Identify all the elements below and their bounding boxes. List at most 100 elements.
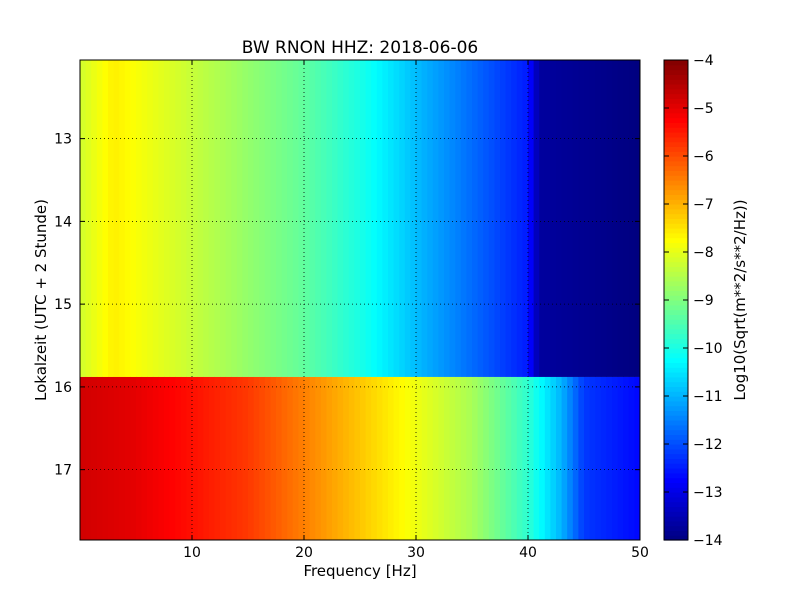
colorbar-segment	[664, 175, 688, 181]
heatmap-cell	[578, 60, 585, 377]
colorbar-segment	[664, 458, 688, 464]
colorbar-segment	[664, 453, 688, 459]
colorbar-segment	[664, 463, 688, 469]
heatmap-cell	[281, 376, 288, 540]
heatmap-cell	[208, 60, 215, 377]
heatmap-cell	[203, 376, 210, 540]
heatmap-cell	[600, 376, 607, 540]
heatmap-cell	[304, 60, 311, 377]
heatmap-cell	[449, 60, 456, 377]
heatmap-cell	[248, 60, 255, 377]
y-tick-label: 15	[54, 297, 72, 313]
heatmap-cell	[304, 376, 311, 540]
colorbar-tick-label: −14	[693, 533, 723, 549]
colorbar-segment	[664, 535, 688, 541]
colorbar-segment	[664, 132, 688, 138]
heatmap-cell	[477, 376, 484, 540]
heatmap-cell	[438, 60, 445, 377]
colorbar-segment	[664, 141, 688, 147]
heatmap-cell	[164, 376, 171, 540]
colorbar-segment	[664, 352, 688, 359]
heatmap-cell	[488, 376, 495, 540]
colorbar-tick-label: −5	[693, 101, 714, 117]
heatmap-cell	[427, 376, 434, 540]
heatmap-cell	[371, 60, 378, 377]
heatmap-cell	[102, 376, 109, 540]
heatmap-cell	[511, 60, 518, 377]
colorbar-segment	[664, 324, 688, 330]
heatmap-cell	[85, 376, 92, 540]
colorbar-segment	[664, 261, 688, 267]
heatmap-cell	[365, 60, 372, 377]
heatmap-cell	[225, 376, 232, 540]
heatmap-cell	[528, 376, 535, 540]
heatmap-cell	[320, 60, 327, 377]
heatmap-cell	[360, 60, 367, 377]
heatmap-cell	[511, 376, 518, 540]
colorbar-segment	[664, 160, 688, 167]
colorbar-segment	[664, 348, 688, 354]
colorbar-segment	[664, 276, 688, 282]
colorbar-segment	[664, 189, 688, 195]
colorbar-gradient	[664, 60, 688, 541]
colorbar-tick-label: −7	[693, 197, 714, 213]
colorbar-segment	[664, 391, 688, 397]
colorbar-segment	[664, 434, 688, 440]
heatmap-cell	[169, 60, 176, 377]
heatmap-cell	[220, 60, 227, 377]
heatmap-cell	[567, 376, 574, 540]
colorbar-segment	[664, 338, 688, 344]
heatmap-cell	[130, 376, 137, 540]
heatmap-cell	[152, 60, 159, 377]
heatmap-cell	[343, 60, 350, 377]
heatmap-cell	[124, 376, 131, 540]
heatmap-cell	[80, 376, 87, 540]
heatmap-cell	[494, 376, 501, 540]
heatmap-cell	[404, 376, 411, 540]
heatmap-cell	[180, 60, 187, 377]
colorbar-tick-label: −10	[693, 341, 723, 357]
heatmap-cell	[96, 376, 103, 540]
colorbar-segment	[664, 295, 688, 301]
x-tick-label: 50	[631, 545, 649, 561]
heatmap-cell	[533, 60, 540, 377]
heatmap-cell	[460, 60, 467, 377]
colorbar-segment	[664, 93, 688, 99]
colorbar-segment	[664, 314, 688, 320]
colorbar-segment	[664, 357, 688, 363]
x-tick-label: 30	[407, 545, 425, 561]
heatmap-cell	[483, 376, 490, 540]
heatmap-cell	[259, 60, 266, 377]
heatmap-cell	[617, 376, 624, 540]
colorbar-segment	[664, 184, 688, 191]
heatmap-cell	[500, 376, 507, 540]
colorbar-segment	[664, 247, 688, 253]
heatmap-cell	[623, 376, 630, 540]
heatmap-cell	[292, 60, 299, 377]
heatmap-cell	[197, 60, 204, 377]
heatmap-cell	[612, 376, 619, 540]
heatmap-cell	[500, 60, 507, 377]
heatmap-cell	[248, 376, 255, 540]
chart-title: BW RNON HHZ: 2018-06-06	[242, 38, 478, 58]
colorbar-segment	[664, 492, 688, 498]
heatmap-cell	[354, 376, 361, 540]
heatmap-cell	[259, 376, 266, 540]
heatmap-cell	[561, 60, 568, 377]
colorbar-segment	[664, 501, 688, 507]
heatmap-cell	[253, 60, 260, 377]
heatmap-cell	[567, 60, 574, 377]
colorbar-segment	[664, 410, 688, 416]
heatmap-cell	[539, 60, 546, 377]
heatmap-cell	[522, 60, 529, 377]
colorbar-segment	[664, 156, 688, 162]
heatmap-cell	[141, 60, 148, 377]
colorbar-segment	[664, 420, 688, 426]
heatmap-cell	[595, 60, 602, 377]
colorbar-segment	[664, 520, 688, 527]
heatmap-cell	[91, 376, 98, 540]
heatmap-cell	[516, 60, 523, 377]
y-tick-label: 14	[54, 214, 72, 230]
colorbar-segment	[664, 367, 688, 373]
plot-frame	[79, 59, 641, 541]
